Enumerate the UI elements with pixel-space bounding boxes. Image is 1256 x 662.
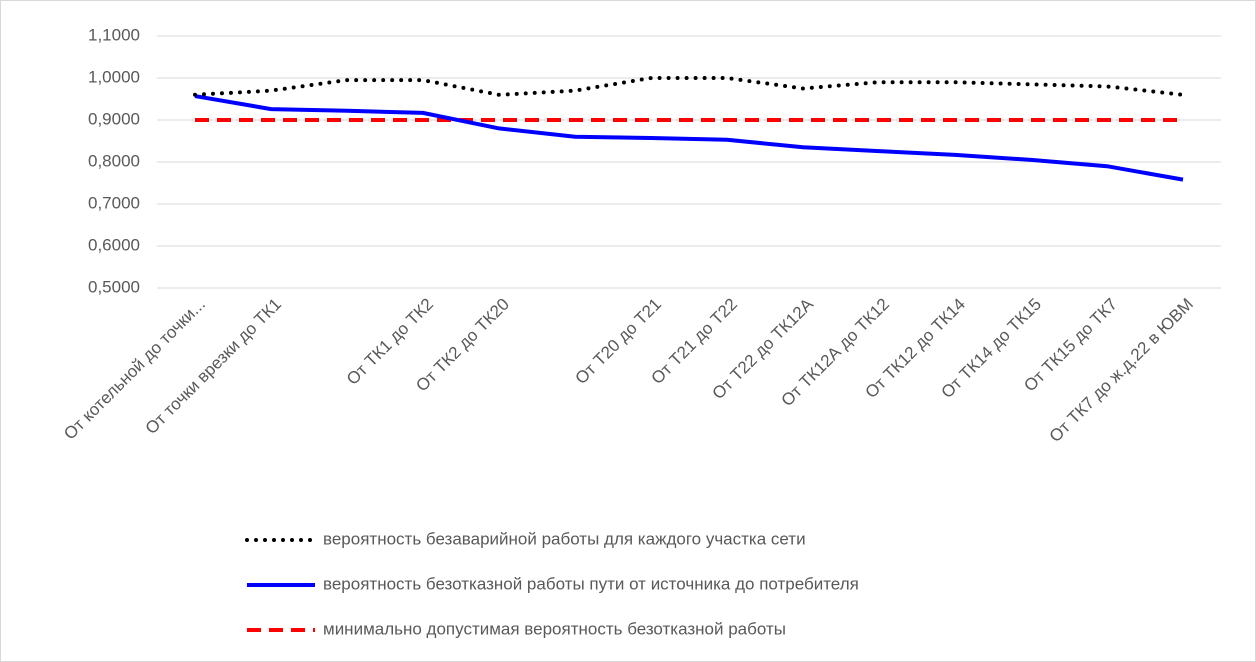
legend-label: вероятность безаварийной работы для кажд… <box>323 529 806 548</box>
series-line <box>194 94 1184 182</box>
series-line <box>193 76 1185 97</box>
y-tick-label: 0,6000 <box>88 235 140 254</box>
y-tick-label: 0,9000 <box>88 109 140 128</box>
y-tick-label: 1,1000 <box>88 25 140 44</box>
legend-label: минимально допустимая вероятность безотк… <box>323 619 786 638</box>
y-tick-label: 0,7000 <box>88 193 140 212</box>
y-tick-label: 0,5000 <box>88 277 140 296</box>
legend-label: вероятность безотказной работы пути от и… <box>323 574 859 593</box>
y-tick-label: 1,0000 <box>88 67 140 86</box>
y-tick-label: 0,8000 <box>88 151 140 170</box>
